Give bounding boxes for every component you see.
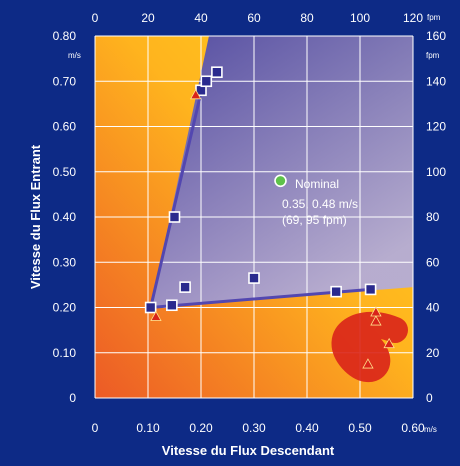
x-unit-label: m/s <box>424 425 437 434</box>
nominal-label-line-2: 0.35, 0.48 m/s <box>282 197 358 211</box>
top-tick-label: 120 <box>403 11 423 25</box>
top-tick-label: 80 <box>300 11 314 25</box>
x-tick-label: 0.30 <box>242 421 266 435</box>
y-tick-label: 0.80 <box>53 29 77 43</box>
square-point <box>179 281 191 293</box>
y-tick-label: 0 <box>69 391 76 405</box>
top-unit-label: fpm <box>427 13 441 22</box>
square-point <box>144 301 157 314</box>
top-tick-label: 20 <box>141 11 155 25</box>
y-tick-label: 0.40 <box>53 210 77 224</box>
top-tick-label: 0 <box>92 11 99 25</box>
triangle-point <box>150 310 162 321</box>
right-unit-label: fpm <box>426 51 440 60</box>
y-tick-label: 0.50 <box>53 165 77 179</box>
square-point <box>200 75 213 88</box>
y-tick-label: 0.30 <box>53 255 77 269</box>
nominal-label-line-3: (69, 95 fpm) <box>282 213 347 227</box>
x-tick-label: 0.10 <box>136 421 160 435</box>
y-tick-label: 0.10 <box>53 346 77 360</box>
x-axis-title: Vitesse du Flux Descendant <box>162 443 335 458</box>
right-tick-label: 60 <box>426 255 440 269</box>
triangle-point <box>190 89 202 100</box>
y-tick-label: 0.60 <box>53 120 77 134</box>
top-tick-label: 40 <box>194 11 208 25</box>
nominal-point <box>274 174 287 188</box>
square-point <box>168 211 181 223</box>
triangle-point <box>370 315 382 326</box>
x-tick-label: 0.60 <box>401 421 425 435</box>
triangle-point <box>362 358 374 369</box>
x-tick-label: 0.40 <box>295 421 319 435</box>
right-tick-label: 0 <box>426 391 433 405</box>
right-tick-label: 120 <box>426 120 446 134</box>
y-unit-label: m/s <box>68 51 81 60</box>
x-tick-label: 0 <box>92 421 99 435</box>
x-tick-label: 0.50 <box>348 421 372 435</box>
nominal-annotation: Nominal 0.35, 0.48 m/s (69, 95 fpm) <box>282 177 358 227</box>
right-tick-label: 140 <box>426 74 446 88</box>
y-tick-label: 0.20 <box>53 301 77 315</box>
y-axis-title: Vitesse du Flux Entrant <box>28 144 43 289</box>
square-point <box>364 283 377 296</box>
top-tick-label: 60 <box>247 11 261 25</box>
square-point <box>248 272 260 284</box>
square-point <box>211 66 223 78</box>
square-point <box>166 299 178 312</box>
y-tick-label: 0.70 <box>53 74 77 88</box>
right-tick-label: 20 <box>426 346 440 360</box>
data-points <box>144 66 395 369</box>
right-tick-label: 160 <box>426 29 446 43</box>
triangle-point <box>370 306 382 317</box>
top-tick-label: 100 <box>350 11 370 25</box>
square-point <box>330 285 342 298</box>
triangle-point <box>383 337 395 349</box>
axis-ticks: 0 0.10 0.20 0.30 0.40 0.50 0.60 0 0.10 0.20 0.30 0.… <box>53 11 447 435</box>
right-tick-label: 100 <box>426 165 446 179</box>
x-tick-label: 0.20 <box>189 421 213 435</box>
watermark <box>331 311 408 382</box>
right-tick-label: 40 <box>426 301 440 315</box>
nominal-label-line-1: Nominal <box>295 177 339 191</box>
right-tick-label: 80 <box>426 210 440 224</box>
